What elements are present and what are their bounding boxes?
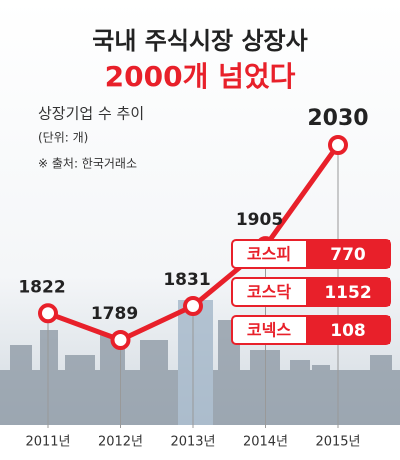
x-tick-label: 2013년 [170, 435, 215, 450]
x-tick-label: 2015년 [315, 435, 360, 450]
data-label: 1789 [91, 304, 138, 324]
x-tick-label: 2012년 [98, 435, 143, 450]
point [38, 303, 58, 324]
data-label: 1905 [236, 210, 283, 230]
data-label: 2030 [307, 106, 368, 131]
axis-band [0, 425, 400, 460]
box-value: 108 [330, 321, 366, 341]
annotation: (단위: 개) [38, 131, 88, 145]
box-value: 1152 [324, 283, 371, 303]
point [110, 330, 131, 350]
box-label: 코넥스 [247, 321, 291, 340]
value-box [306, 240, 390, 268]
point [183, 296, 203, 317]
box-value: 770 [330, 245, 366, 265]
value-box [306, 316, 390, 344]
chart-title: 국내 주식시장 상장사 [92, 27, 307, 55]
data-label: 1831 [163, 270, 210, 290]
x-tick-label: 2011년 [25, 435, 70, 450]
box-label: 코스닥 [247, 283, 291, 302]
annotation: ※ 출처: 한국거래소 [38, 157, 137, 171]
value-box [306, 278, 390, 306]
x-tick-label: 2014년 [243, 435, 288, 450]
annotation: 상장기업 수 추이 [38, 105, 144, 123]
point [328, 135, 348, 155]
data-label: 1822 [18, 277, 65, 297]
chart-subtitle: 2000개 넘었다 [105, 60, 296, 93]
box-label: 코스피 [247, 245, 291, 264]
